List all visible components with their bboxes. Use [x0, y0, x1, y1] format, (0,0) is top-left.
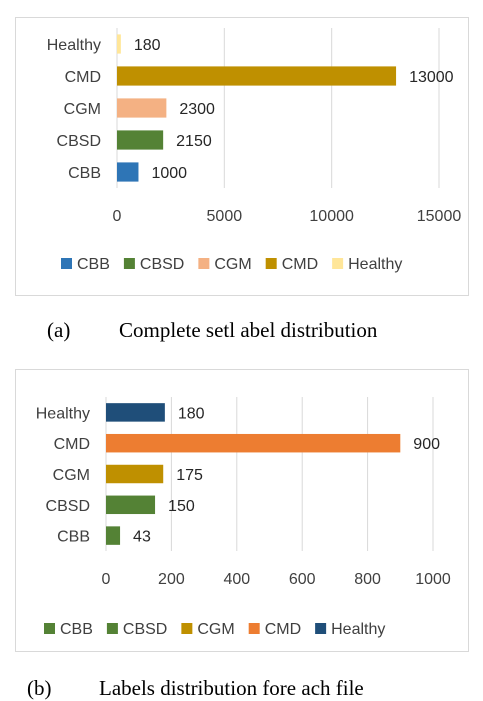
legend-label: Healthy — [331, 621, 385, 638]
value-label: 180 — [134, 37, 161, 54]
legend-swatch — [181, 623, 193, 634]
x-tick-label: 0 — [102, 571, 111, 588]
category-label: CBB — [57, 529, 90, 546]
bar-cbb — [106, 526, 121, 545]
bar-cgm — [117, 98, 167, 118]
value-label: 180 — [178, 405, 205, 422]
value-label: 2300 — [179, 101, 215, 118]
legend-label: CGM — [197, 621, 234, 638]
category-label: Healthy — [47, 37, 101, 54]
value-label: 150 — [168, 498, 195, 515]
bar-healthy — [117, 34, 121, 54]
value-label: 1000 — [151, 165, 187, 182]
category-label: CGM — [53, 467, 90, 484]
legend-swatch — [315, 623, 327, 634]
x-tick-label: 5000 — [207, 208, 243, 225]
legend-swatch — [106, 623, 118, 634]
legend-swatch — [198, 258, 210, 269]
x-tick-label: 600 — [289, 571, 316, 588]
legend-swatch — [265, 258, 277, 269]
x-tick-label: 10000 — [309, 208, 354, 225]
bar-chart-a: 0 5000 10000 15000 CBB 1000 CBSD 2150 CGM 2300 CMD… — [47, 28, 462, 273]
category-label: CMD — [54, 436, 90, 453]
category-label: CGM — [64, 101, 101, 118]
category-label: CBSD — [46, 498, 90, 515]
legend-swatch — [61, 258, 72, 269]
legend-label: CGM — [214, 256, 251, 273]
bar-cbsd — [106, 495, 156, 515]
legend-label: CBB — [77, 256, 110, 273]
category-label: CBSD — [57, 133, 101, 150]
legend-label: CMD — [282, 256, 318, 273]
bar-cmd — [106, 433, 401, 453]
x-tick-label: 200 — [158, 571, 185, 588]
value-label: 900 — [413, 436, 440, 453]
legend-swatch — [248, 623, 260, 634]
legend-label: CBSD — [123, 621, 167, 638]
value-label: 13000 — [409, 69, 454, 86]
category-label: Healthy — [36, 405, 90, 422]
legend-swatch — [332, 258, 344, 269]
value-label: 2150 — [176, 133, 212, 150]
x-tick-label: 800 — [354, 571, 381, 588]
bar-cmd — [117, 66, 397, 86]
x-tick-label: 0 — [113, 208, 122, 225]
caption-b-tag: (b) — [27, 676, 52, 700]
legend-label: CBSD — [140, 256, 184, 273]
bar-healthy — [106, 403, 165, 422]
value-label: 43 — [133, 529, 151, 546]
legend-label: Healthy — [348, 256, 402, 273]
caption-a: (a) Complete setl abel distribution — [47, 318, 377, 343]
chart-panel-b: 0 200 400 600 800 1000 CBB 43 CBSD 150 CGM 175 CMD 90… — [15, 369, 469, 652]
bar-cgm — [106, 464, 164, 484]
chart-panel-a: 0 5000 10000 15000 CBB 1000 CBSD 2150 CGM 2300 CMD… — [15, 17, 469, 296]
x-tick-label: 1000 — [415, 571, 451, 588]
caption-a-tag: (a) — [47, 318, 71, 342]
legend-label: CMD — [265, 621, 301, 638]
bar-chart-b: 0 200 400 600 800 1000 CBB 43 CBSD 150 CGM 175 CMD 90… — [36, 397, 451, 638]
x-tick-label: 400 — [223, 571, 250, 588]
legend-label: CBB — [60, 621, 93, 638]
bar-cbsd — [117, 130, 164, 150]
value-label: 175 — [176, 467, 203, 484]
caption-b-text: Labels distribution fore ach file — [99, 676, 364, 700]
legend-swatch — [123, 258, 135, 269]
bar-cbb — [117, 162, 139, 182]
caption-b: (b) Labels distribution fore ach file — [27, 676, 364, 701]
caption-a-text: Complete setl abel distribution — [119, 318, 378, 342]
legend-swatch — [44, 623, 55, 634]
x-tick-label: 15000 — [417, 208, 462, 225]
category-label: CMD — [65, 69, 101, 86]
category-label: CBB — [68, 165, 101, 182]
